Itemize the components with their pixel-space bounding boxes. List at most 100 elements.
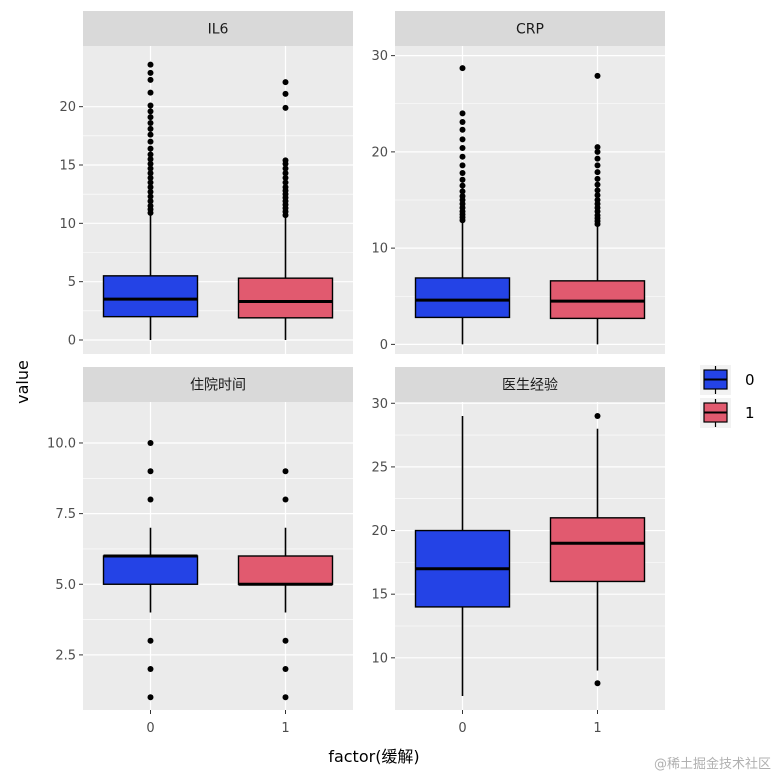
legend-item-1: 1: [700, 398, 755, 428]
outlier-point: [147, 496, 154, 503]
box-iqr: [102, 555, 199, 585]
outlier-point: [147, 131, 154, 138]
outlier-point: [282, 637, 289, 644]
outlier-point: [282, 694, 289, 701]
outlier-point: [459, 193, 466, 200]
box-iqr: [102, 275, 199, 318]
outlier-point: [147, 179, 154, 186]
outlier-point: [594, 162, 601, 169]
x-axis-title: factor(缓解): [328, 747, 419, 766]
outlier-point: [459, 136, 466, 143]
box-1: [237, 468, 334, 701]
watermark: @稀土掘金技术社区: [654, 756, 771, 772]
x-tick-label: 1: [281, 721, 289, 736]
legend-label: 0: [745, 371, 755, 389]
y-tick-label: 10.0: [47, 436, 76, 451]
outlier-point: [147, 69, 154, 76]
outlier-point: [594, 181, 601, 188]
box-iqr: [237, 555, 334, 585]
strip-background: [83, 367, 353, 402]
box-0: [102, 439, 199, 701]
outlier-point: [147, 61, 154, 68]
outlier-point: [594, 197, 601, 203]
outlier-point: [147, 151, 154, 158]
y-tick-label: 15: [59, 159, 76, 174]
outlier-point: [594, 155, 601, 162]
box-1: [549, 72, 646, 345]
outlier-point: [594, 413, 601, 419]
y-tick-label: 15: [371, 588, 388, 603]
outlier-point: [282, 666, 289, 673]
outlier-point: [147, 184, 154, 191]
outlier-point: [147, 76, 154, 83]
outlier-point: [147, 120, 154, 126]
y-axis-title: value: [13, 360, 32, 404]
box-0: [414, 65, 511, 345]
outlier-point: [147, 439, 154, 446]
y-tick-label: 0: [68, 334, 76, 349]
outlier-point: [147, 145, 154, 152]
outlier-point: [282, 184, 289, 191]
x-tick-label: 0: [146, 721, 154, 736]
panel-0: IL6 0 5 10 15 20: [59, 11, 353, 354]
outlier-point: [282, 90, 289, 97]
outlier-point: [147, 170, 154, 177]
outlier-point: [459, 176, 466, 183]
strip-background: [395, 367, 665, 402]
panel-2: 住院时间 2.5 5.0 7.5 10.0 0 1: [47, 367, 353, 736]
strip-label: IL6: [208, 22, 229, 38]
legend-label: 1: [745, 404, 755, 422]
box-1: [549, 413, 646, 687]
outlier-point: [282, 165, 289, 172]
outlier-point: [147, 193, 154, 200]
outlier-point: [282, 179, 289, 186]
outlier-point: [147, 637, 154, 644]
y-tick-label: 30: [371, 397, 388, 412]
outlier-point: [459, 188, 466, 195]
outlier-point: [282, 157, 289, 164]
box-iqr: [237, 277, 334, 319]
outlier-point: [147, 468, 154, 475]
y-tick-label: 5: [68, 275, 76, 290]
outlier-point: [459, 126, 466, 133]
y-tick-label: 0: [380, 338, 388, 353]
outlier-point: [147, 138, 154, 145]
outlier-point: [147, 666, 154, 673]
strip-label: 医生经验: [502, 378, 558, 394]
y-tick-label: 5.0: [55, 578, 76, 593]
y-tick-label: 2.5: [55, 648, 76, 663]
outlier-point: [459, 170, 466, 177]
outlier-point: [594, 187, 601, 194]
outlier-point: [594, 192, 601, 199]
strip-background: [395, 11, 665, 46]
outlier-point: [147, 156, 154, 163]
box-iqr: [549, 517, 646, 583]
outlier-point: [594, 680, 601, 687]
panel-3: 医生经验 10 15 20 25 30 0 1: [371, 367, 665, 736]
outlier-point: [282, 174, 289, 181]
y-tick-label: 10: [371, 242, 388, 257]
legend: 01: [700, 365, 755, 428]
outlier-point: [594, 148, 601, 155]
y-tick-label: 10: [371, 651, 388, 666]
strip-label: 住院时间: [190, 378, 246, 394]
outlier-point: [282, 79, 289, 86]
legend-item-0: 0: [700, 365, 755, 395]
outlier-point: [147, 108, 154, 115]
outlier-point: [147, 202, 154, 209]
y-tick-label: 10: [59, 217, 76, 232]
outlier-point: [459, 182, 466, 189]
outlier-point: [459, 153, 466, 160]
outlier-point: [147, 102, 154, 109]
outlier-point: [282, 104, 289, 111]
outlier-point: [147, 188, 154, 195]
box-iqr: [414, 277, 511, 319]
outlier-point: [282, 468, 289, 475]
outlier-point: [459, 145, 466, 152]
outlier-point: [147, 198, 154, 205]
outlier-point: [459, 110, 466, 117]
x-tick-label: 0: [458, 721, 466, 736]
outlier-point: [147, 114, 154, 121]
